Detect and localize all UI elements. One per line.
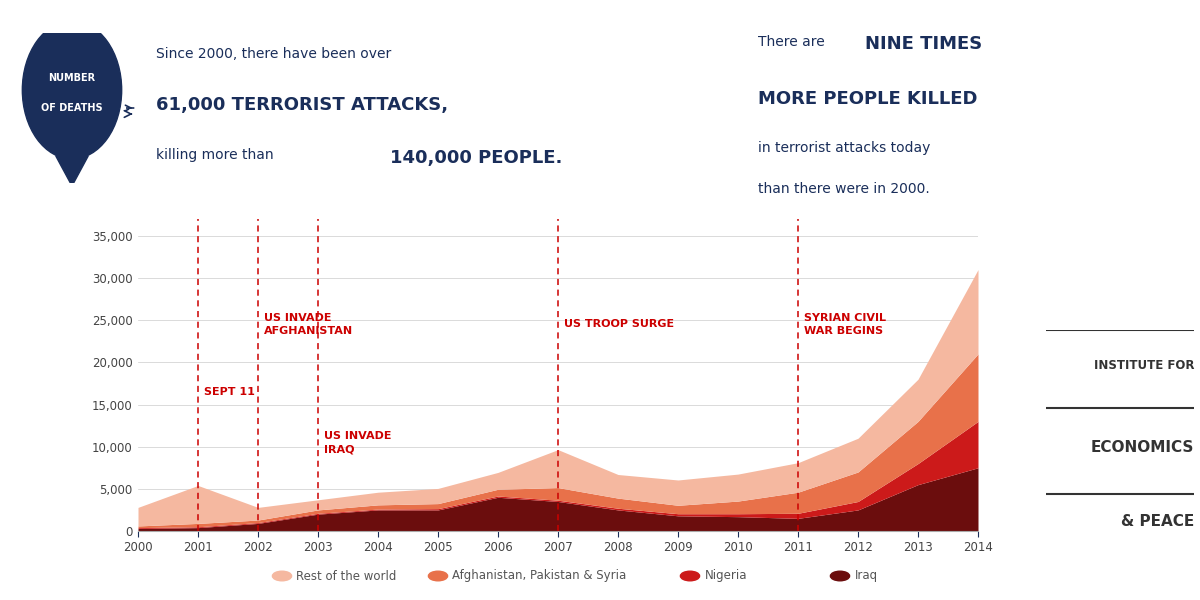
Text: Since 2000, there have been over: Since 2000, there have been over: [156, 47, 391, 61]
Text: OF DEATHS: OF DEATHS: [41, 103, 103, 113]
Text: in terrorist attacks today: in terrorist attacks today: [758, 140, 931, 155]
Text: US INVADE
IRAQ: US INVADE IRAQ: [324, 431, 391, 454]
Circle shape: [23, 21, 121, 159]
Text: Rest of the world: Rest of the world: [296, 569, 397, 583]
Text: 61,000 TERRORIST ATTACKS,: 61,000 TERRORIST ATTACKS,: [156, 96, 448, 114]
Text: Iraq: Iraq: [854, 569, 877, 583]
Text: SYRIAN CIVIL
WAR BEGINS: SYRIAN CIVIL WAR BEGINS: [804, 313, 886, 336]
Text: killing more than: killing more than: [156, 148, 274, 163]
Text: Nigeria: Nigeria: [704, 569, 746, 583]
Text: INSTITUTE FOR: INSTITUTE FOR: [1093, 359, 1194, 372]
Text: US INVADE
AFGHANISTAN: US INVADE AFGHANISTAN: [264, 313, 353, 336]
Text: than there were in 2000.: than there were in 2000.: [758, 182, 930, 196]
Text: US TROOP SURGE: US TROOP SURGE: [564, 319, 674, 329]
Text: Afghanistan, Pakistan & Syria: Afghanistan, Pakistan & Syria: [452, 569, 626, 583]
Text: MORE PEOPLE KILLED: MORE PEOPLE KILLED: [758, 90, 978, 108]
Text: ECONOMICS: ECONOMICS: [1091, 440, 1194, 455]
Text: NUMBER: NUMBER: [48, 73, 96, 83]
Text: NINE TIMES: NINE TIMES: [865, 35, 983, 53]
Polygon shape: [55, 156, 89, 186]
Text: & PEACE: & PEACE: [1121, 514, 1194, 529]
Text: There are: There are: [758, 35, 826, 49]
Text: 140,000 PEOPLE.: 140,000 PEOPLE.: [390, 148, 563, 166]
Text: SEPT 11: SEPT 11: [204, 387, 254, 397]
